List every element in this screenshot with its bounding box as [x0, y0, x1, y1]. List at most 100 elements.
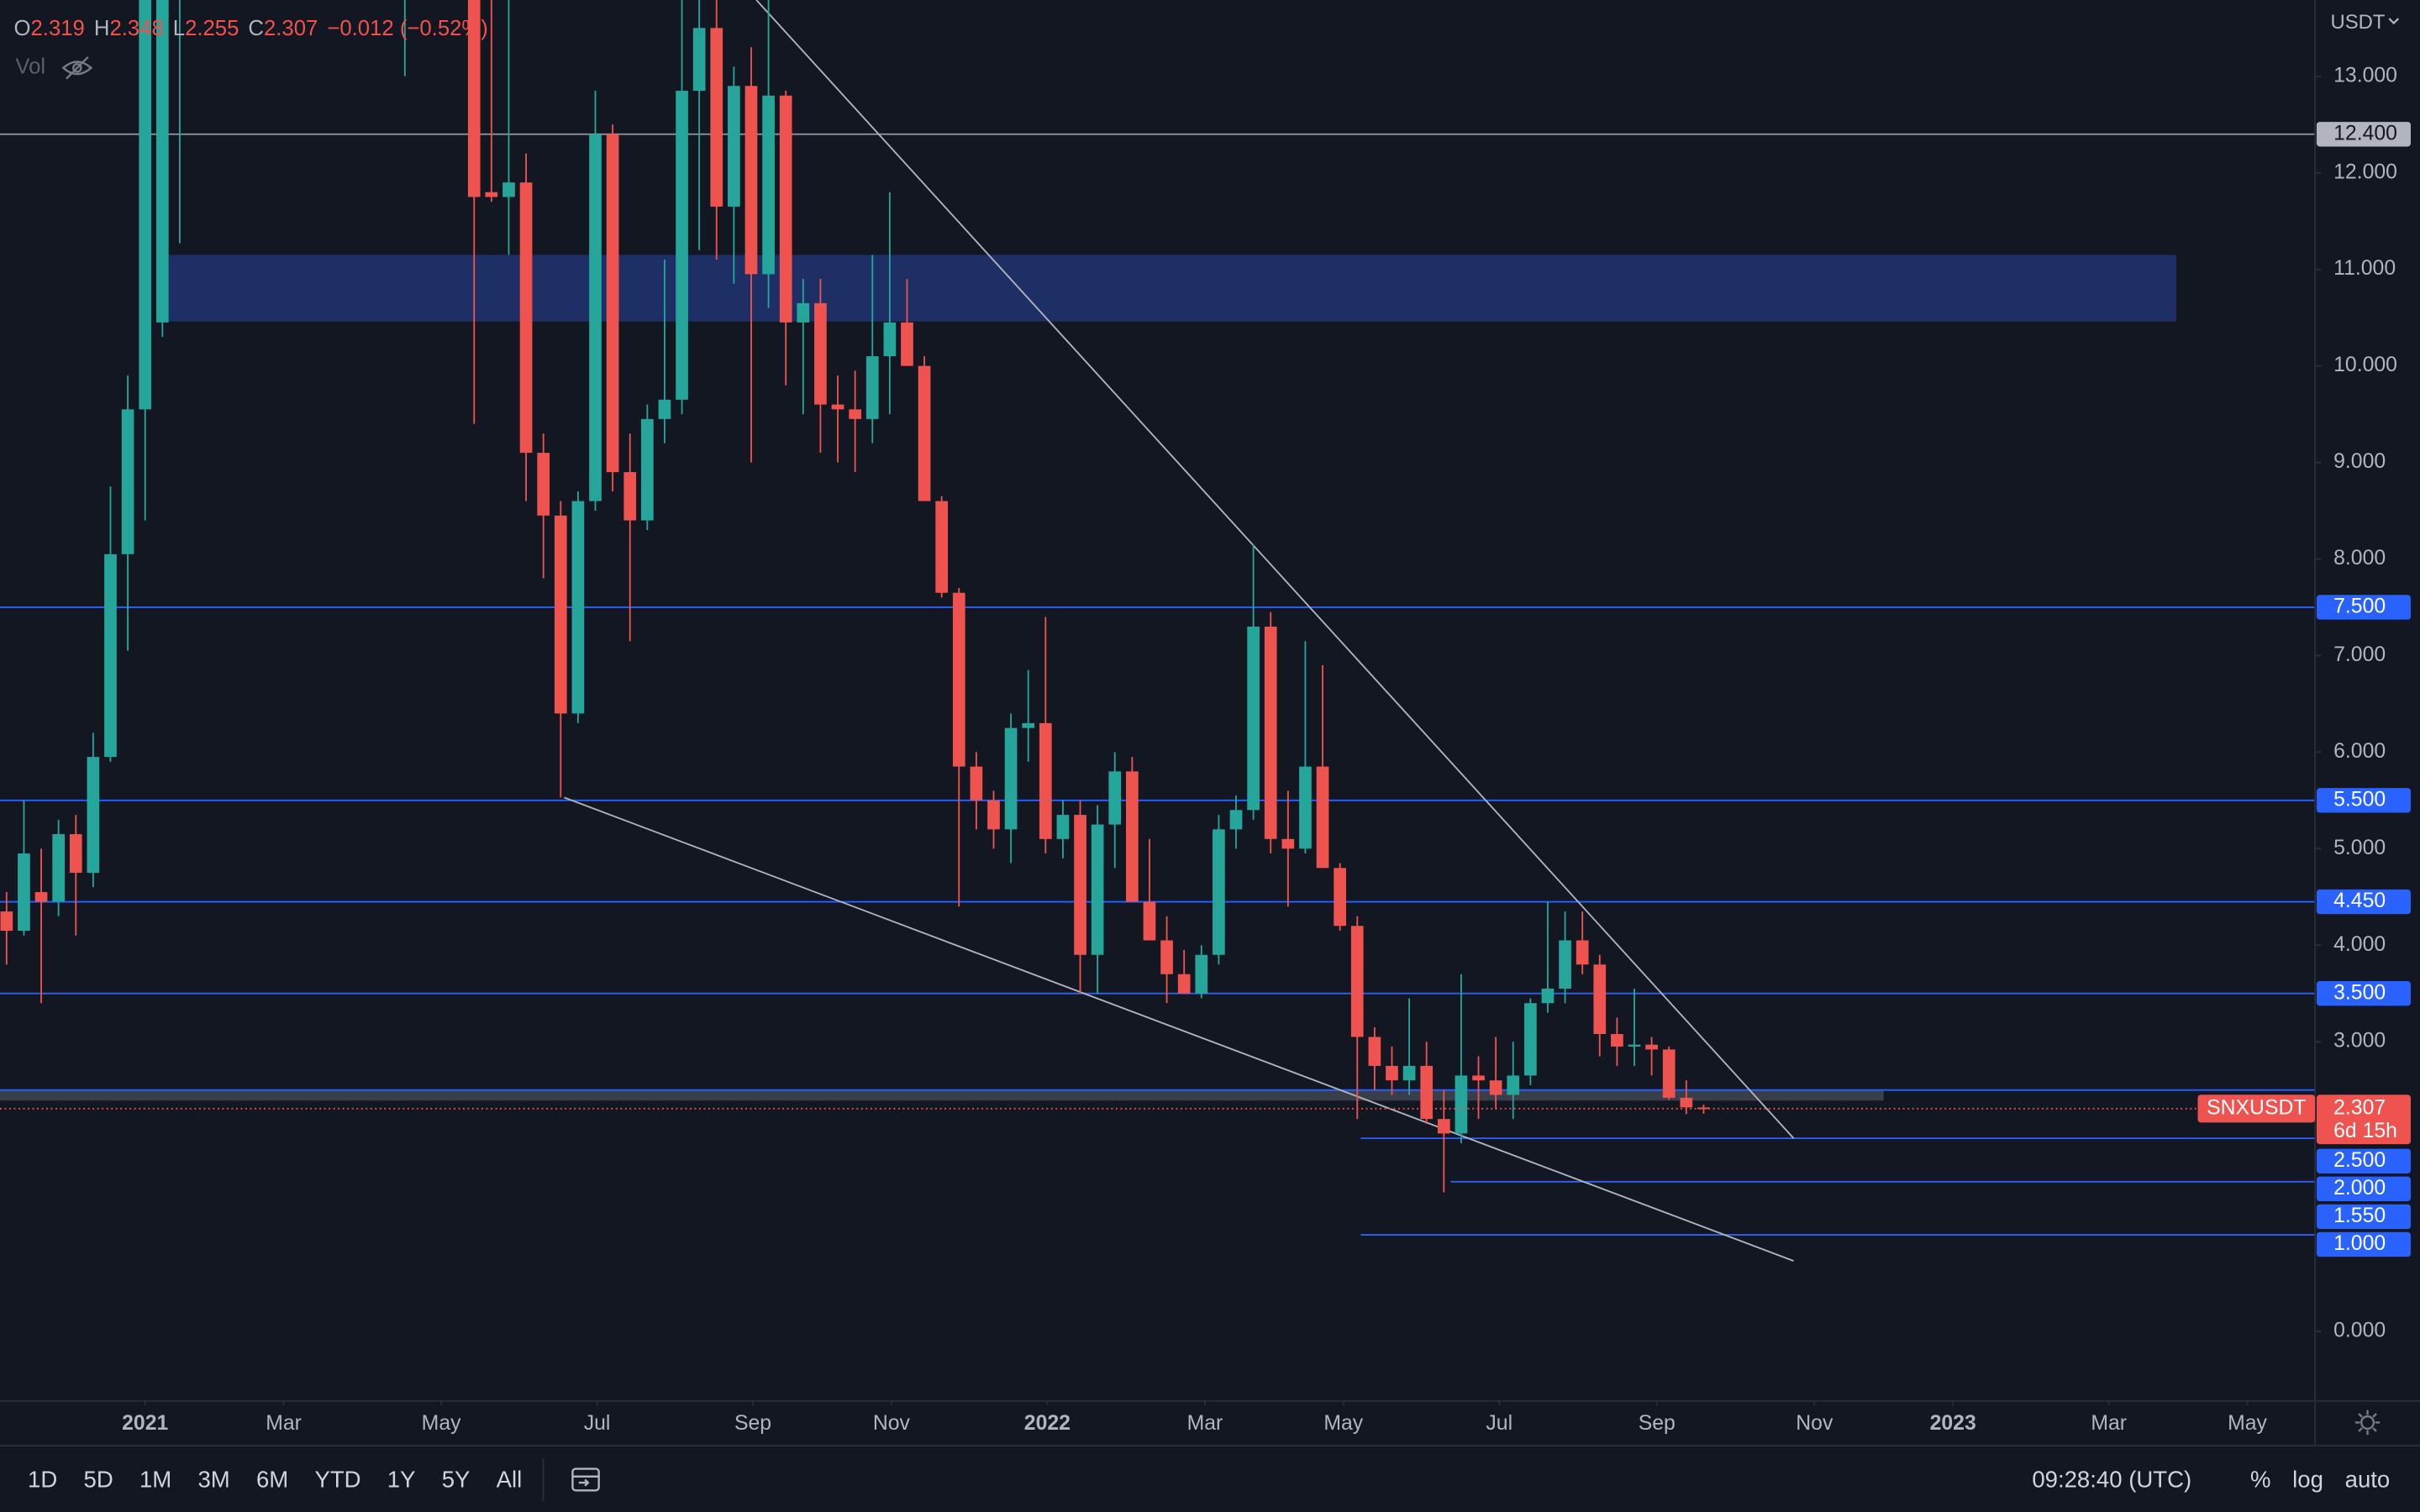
clock[interactable]: 09:28:40 (UTC) — [2032, 1467, 2191, 1493]
candle-body — [87, 757, 100, 874]
x-tick-label: Nov — [873, 1412, 911, 1435]
x-tick-label: Nov — [1796, 1412, 1833, 1435]
level-label-box — [2316, 1204, 2411, 1230]
x-tick-label: Jul — [1486, 1412, 1512, 1435]
candle-body — [1368, 1037, 1381, 1066]
candle-body — [744, 86, 758, 275]
candle-body — [52, 834, 66, 902]
candle-body — [34, 892, 48, 902]
settings-icon[interactable] — [2354, 1410, 2381, 1436]
candle-body — [104, 554, 117, 758]
level-label: 12.400 — [2333, 122, 2397, 144]
timeframe-button[interactable]: 3M — [197, 1467, 229, 1493]
candle-body — [0, 911, 13, 932]
scale-toggle[interactable]: % — [2250, 1467, 2271, 1493]
level-label: 5.500 — [2333, 788, 2386, 811]
timeframe-button[interactable]: 5D — [84, 1467, 113, 1493]
candle-body — [537, 453, 550, 516]
candle-body — [1645, 1044, 1658, 1050]
timeframe-button[interactable]: All — [497, 1467, 523, 1493]
timeframe-button[interactable]: 6M — [256, 1467, 288, 1493]
candle-body — [1455, 1075, 1468, 1134]
candle-body — [831, 404, 844, 410]
candle-body — [676, 91, 688, 400]
plot-area — [0, 0, 2316, 1262]
candle-body — [762, 95, 775, 275]
currency[interactable]: USDT — [2330, 11, 2385, 34]
legend-key: H — [94, 17, 110, 40]
candle-body — [1662, 1049, 1676, 1098]
timeframe-button[interactable]: 1M — [139, 1467, 171, 1493]
vol-hidden-icon[interactable] — [61, 56, 93, 80]
y-tick-label: 13.000 — [2333, 64, 2397, 87]
level-label-box — [2316, 122, 2411, 147]
candle-body — [797, 302, 810, 323]
candle-body — [883, 322, 897, 357]
candle-body — [692, 28, 706, 92]
candle-body — [1264, 626, 1277, 839]
x-tick-label: 2023 — [1930, 1412, 1976, 1435]
candle-body — [571, 501, 585, 714]
candle-body — [1472, 1075, 1485, 1081]
candle-body — [1074, 815, 1086, 955]
level-label-box — [2316, 1148, 2411, 1173]
symbol-label-box — [2197, 1095, 2316, 1123]
candle-body — [554, 515, 567, 714]
candle-body — [935, 501, 949, 593]
ohlc-legend: O2.319 H2.348 L2.255 C2.307 −0.012 (−0.52%) — [14, 17, 488, 40]
candle-body — [1489, 1080, 1502, 1095]
currency-chevron[interactable] — [2388, 18, 2400, 25]
scale-toggle[interactable]: auto — [2345, 1467, 2391, 1493]
candle-body — [1541, 988, 1555, 1004]
timeframe-button[interactable]: 1Y — [387, 1467, 416, 1493]
y-tick-label: 9.000 — [2333, 450, 2386, 473]
timeframe-button[interactable]: 5Y — [442, 1467, 471, 1493]
x-tick-label: Jul — [584, 1412, 611, 1435]
zone — [0, 1089, 1884, 1101]
candle-body — [952, 592, 965, 767]
level-label: 1.000 — [2333, 1232, 2386, 1255]
candle-body — [1022, 722, 1035, 728]
legend-value: 2.255 — [185, 17, 239, 40]
candle-body — [1229, 810, 1243, 830]
candle-body — [1091, 824, 1104, 955]
y-tick-label: 0.000 — [2333, 1320, 2386, 1342]
candle-body — [814, 302, 827, 405]
candle-body — [519, 182, 533, 454]
trendline — [755, 0, 1795, 1139]
price-label-box — [2316, 1095, 2411, 1145]
candle-body — [710, 28, 723, 207]
y-tick-label: 8.000 — [2333, 547, 2386, 570]
level-label: 2.500 — [2333, 1149, 2386, 1172]
candle-body — [155, 0, 169, 323]
legend-key: L — [173, 17, 185, 40]
candle-body — [1126, 771, 1139, 902]
y-tick-label: 4.000 — [2333, 933, 2386, 956]
symbol-label: SNXUSDT — [2207, 1096, 2306, 1119]
x-tick-label: May — [422, 1412, 461, 1435]
candle-body — [139, 0, 152, 410]
candle-body — [1611, 1033, 1623, 1047]
candle-body — [1281, 838, 1295, 849]
y-tick-label: 11.000 — [2333, 257, 2396, 280]
level-label-box — [2316, 1231, 2411, 1257]
x-tick-label: 2022 — [1024, 1412, 1071, 1435]
date-range-icon[interactable] — [571, 1467, 600, 1492]
timeframe-button[interactable]: 1D — [28, 1467, 57, 1493]
candle-body — [1507, 1075, 1520, 1095]
level-label: 3.500 — [2333, 981, 2386, 1004]
x-tick-label: Sep — [1639, 1412, 1676, 1435]
y-tick-label: 3.000 — [2333, 1030, 2386, 1053]
candle-body — [865, 356, 879, 419]
candle-body — [1039, 722, 1052, 839]
axes: 0.000 3.000 4.000 5.000 6.000 7.000 8.000 9.000… — [122, 64, 2411, 1435]
trendline — [564, 796, 1794, 1262]
scale-toggle[interactable]: log — [2292, 1467, 2323, 1493]
level-label-box — [2316, 1176, 2411, 1202]
level-label: 1.550 — [2333, 1205, 2386, 1227]
legend-value: 2.307 — [264, 17, 318, 40]
timeframe-button[interactable]: YTD — [314, 1467, 360, 1493]
level-label: 7.500 — [2333, 596, 2386, 618]
